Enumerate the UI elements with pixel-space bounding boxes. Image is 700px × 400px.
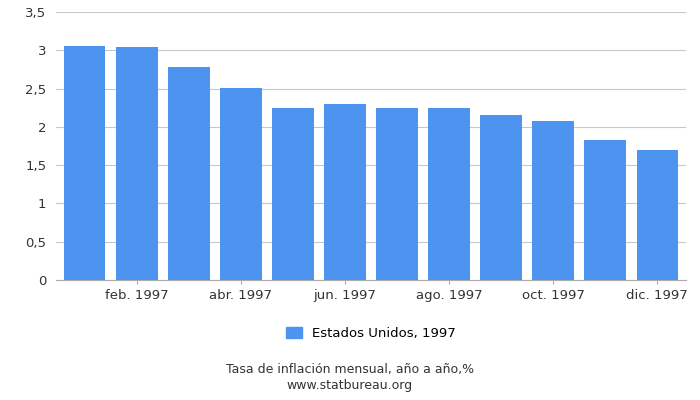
Bar	[376, 108, 418, 280]
Bar	[324, 104, 366, 280]
Bar	[272, 108, 314, 280]
Bar	[220, 88, 262, 280]
Bar	[64, 46, 106, 280]
Bar	[636, 150, 678, 280]
Bar	[480, 115, 522, 280]
Bar	[116, 47, 158, 280]
Legend: Estados Unidos, 1997: Estados Unidos, 1997	[286, 327, 456, 340]
Bar	[584, 140, 626, 280]
Bar	[533, 121, 574, 280]
Bar	[428, 108, 470, 280]
Bar	[168, 67, 209, 280]
Text: Tasa de inflación mensual, año a año,%: Tasa de inflación mensual, año a año,%	[226, 364, 474, 376]
Text: www.statbureau.org: www.statbureau.org	[287, 380, 413, 392]
